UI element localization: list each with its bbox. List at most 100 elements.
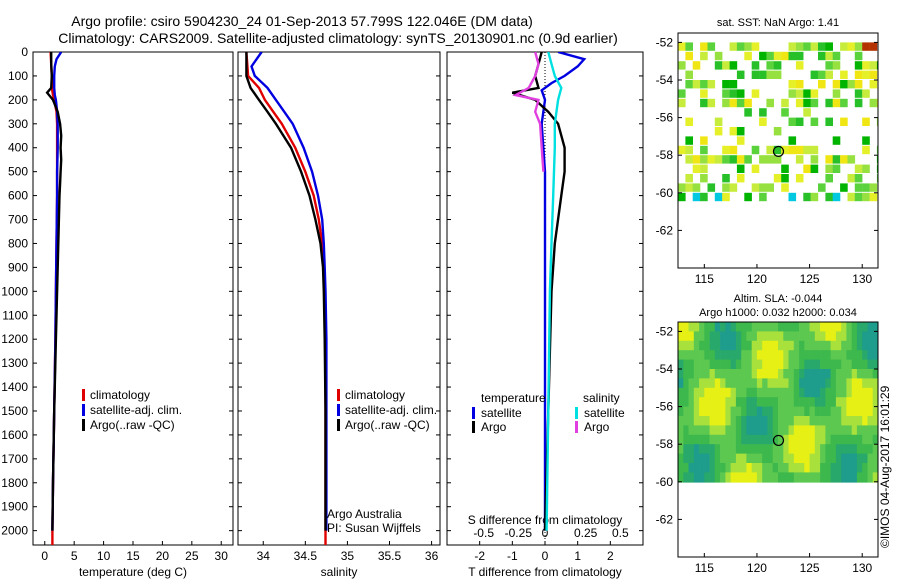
sla-cell — [872, 434, 878, 445]
sla-cell — [862, 322, 868, 333]
sst-cell — [854, 61, 863, 70]
x-tick-label: 34.5 — [294, 549, 318, 563]
sla-cell — [730, 322, 737, 333]
legend-swatch — [575, 421, 578, 433]
sst-cell — [876, 117, 878, 126]
sla-cell — [688, 331, 695, 342]
sla-cell — [862, 397, 868, 408]
legend-swatch — [575, 407, 578, 419]
sla-cell — [856, 416, 863, 427]
sst-cell — [729, 89, 738, 98]
sla-cell — [846, 434, 852, 445]
sla-cell — [678, 387, 684, 398]
x-tick-label: 10 — [97, 549, 111, 563]
sla-cell — [788, 387, 795, 398]
sla-cell — [862, 406, 868, 417]
sla-cell — [872, 425, 878, 436]
sla-cell — [799, 387, 805, 398]
x-tick-label: 34 — [257, 549, 271, 563]
sst-cell — [876, 98, 878, 108]
sst-cell — [773, 61, 782, 70]
sst-cell — [788, 51, 797, 61]
legend-swatch — [82, 419, 85, 431]
sla-cell — [756, 406, 763, 417]
sst-cell — [751, 183, 760, 192]
sst-cell — [854, 70, 863, 79]
sla-cell — [835, 425, 842, 436]
sla-cell — [751, 434, 758, 445]
sst-cell — [700, 192, 708, 202]
depth-tick-label: 1800 — [1, 476, 28, 490]
sla-cell — [725, 340, 731, 351]
sst-cell — [736, 164, 745, 173]
map-field — [678, 42, 878, 202]
sst-cell — [854, 80, 863, 89]
sst-cell — [876, 155, 878, 164]
sla-cell — [793, 331, 800, 342]
sla-cell — [841, 406, 847, 417]
sla-cell — [867, 463, 874, 474]
sla-cell — [778, 350, 784, 361]
sla-cell — [820, 350, 826, 361]
sla-cell — [767, 340, 774, 351]
sla-cell — [851, 369, 858, 380]
sla-cell — [841, 387, 847, 398]
sla-cell — [783, 350, 789, 361]
sla-cell — [856, 340, 863, 351]
sla-cell — [778, 359, 784, 370]
sst-cell — [795, 61, 804, 70]
sla-cell — [804, 378, 810, 389]
sla-cell — [778, 331, 784, 342]
sla-cell — [851, 378, 858, 389]
sla-cell — [872, 416, 878, 427]
sla-cell — [799, 340, 805, 351]
sst-cell — [766, 155, 774, 164]
sla-cell — [767, 434, 774, 445]
sla-cell — [835, 359, 842, 370]
sla-cell — [856, 425, 863, 436]
sla-cell — [830, 378, 837, 389]
sla-cell — [835, 387, 842, 398]
sla-cell — [730, 406, 737, 417]
sst-cell — [869, 98, 878, 108]
sla-cell — [841, 425, 847, 436]
sla-cell — [678, 472, 684, 483]
sla-cell — [862, 359, 868, 370]
sst-cell — [832, 98, 841, 108]
sla-cell — [856, 378, 863, 389]
sla-cell — [704, 331, 710, 342]
sla-cell — [699, 340, 705, 351]
sla-cell — [756, 378, 763, 389]
sla-cell — [678, 463, 684, 474]
sla-cell — [783, 416, 789, 427]
sla-cell — [720, 434, 726, 445]
sla-cell — [830, 434, 837, 445]
sst-cell — [700, 174, 708, 183]
sla-cell — [730, 472, 737, 483]
sst-cell — [825, 164, 833, 173]
annotation-line1: Argo Australia — [327, 507, 402, 521]
sst-cell — [810, 155, 819, 164]
sla-cell — [762, 387, 768, 398]
sst-cell — [803, 89, 811, 98]
sla-cell — [820, 340, 826, 351]
sla-cell — [709, 340, 716, 351]
sst-cell — [788, 136, 797, 145]
sla-cell — [809, 397, 816, 408]
sla-cell — [851, 453, 858, 464]
sst-cell — [825, 192, 833, 202]
sla-cell — [730, 463, 737, 474]
legend-swatch — [337, 389, 340, 401]
sla-cell — [746, 425, 752, 436]
map-lon-label: 130 — [852, 272, 872, 286]
sla-cell — [714, 453, 721, 464]
sst-cell — [759, 183, 767, 192]
sla-cell — [746, 387, 752, 398]
sla-cell — [867, 359, 874, 370]
x-tick-label: 0 — [41, 549, 48, 563]
sla-cell — [814, 331, 821, 342]
sla-cell — [778, 434, 784, 445]
sla-cell — [735, 453, 742, 464]
sla-cell — [725, 434, 731, 445]
x-tick-label: 2 — [607, 549, 614, 563]
